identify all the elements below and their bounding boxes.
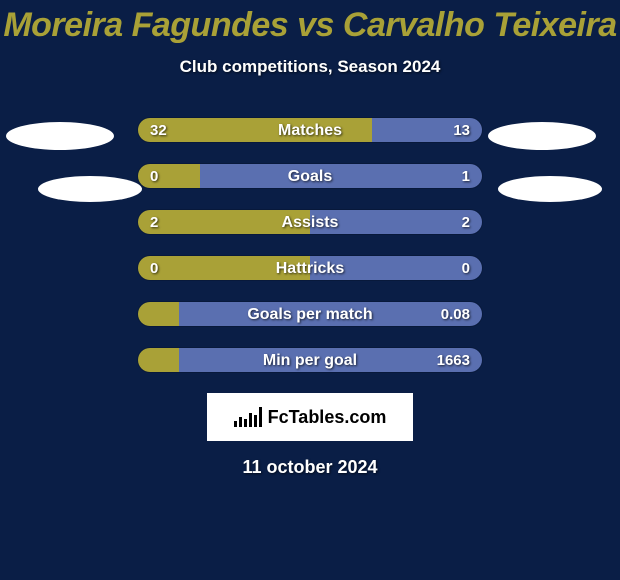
comparison-title: Moreira Fagundes vs Carvalho Teixeira <box>0 0 620 45</box>
stat-row: Goals per match0.08 <box>0 301 620 327</box>
decorative-ellipse <box>488 122 596 150</box>
bar-track: Assists22 <box>137 209 483 235</box>
logo-box: FcTables.com <box>207 393 413 441</box>
bar-track: Goals per match0.08 <box>137 301 483 327</box>
bar-left-fill <box>138 210 310 234</box>
date-text: 11 october 2024 <box>0 457 620 478</box>
bar-left-fill <box>138 118 372 142</box>
bar-right-fill <box>179 302 482 326</box>
player1-name: Moreira Fagundes <box>3 6 288 44</box>
bar-track: Min per goal1663 <box>137 347 483 373</box>
bar-track: Hattricks00 <box>137 255 483 281</box>
stat-row: Min per goal1663 <box>0 347 620 373</box>
logo-bars-icon <box>234 407 262 427</box>
bar-left-fill <box>138 256 310 280</box>
player2-name: Carvalho Teixeira <box>343 6 617 44</box>
bar-left-fill <box>138 164 200 188</box>
stat-row: Hattricks00 <box>0 255 620 281</box>
decorative-ellipse <box>6 122 114 150</box>
bar-right-fill <box>372 118 482 142</box>
subtitle: Club competitions, Season 2024 <box>0 57 620 77</box>
stat-rows: Matches3213 Goals01 Assists22 Hattricks00 Go… <box>0 117 620 373</box>
bar-left-fill <box>138 302 179 326</box>
decorative-ellipse <box>38 176 142 202</box>
bar-right-fill <box>179 348 482 372</box>
bar-left-fill <box>138 348 179 372</box>
bar-right-fill <box>200 164 482 188</box>
bar-track: Goals01 <box>137 163 483 189</box>
infographic-canvas: Moreira Fagundes vs Carvalho Teixeira Cl… <box>0 0 620 580</box>
bar-track: Matches3213 <box>137 117 483 143</box>
logo-text: FcTables.com <box>268 407 387 428</box>
bar-right-fill <box>310 256 482 280</box>
stat-row: Assists22 <box>0 209 620 235</box>
decorative-ellipse <box>498 176 602 202</box>
bar-right-fill <box>310 210 482 234</box>
vs-text: vs <box>297 6 334 44</box>
